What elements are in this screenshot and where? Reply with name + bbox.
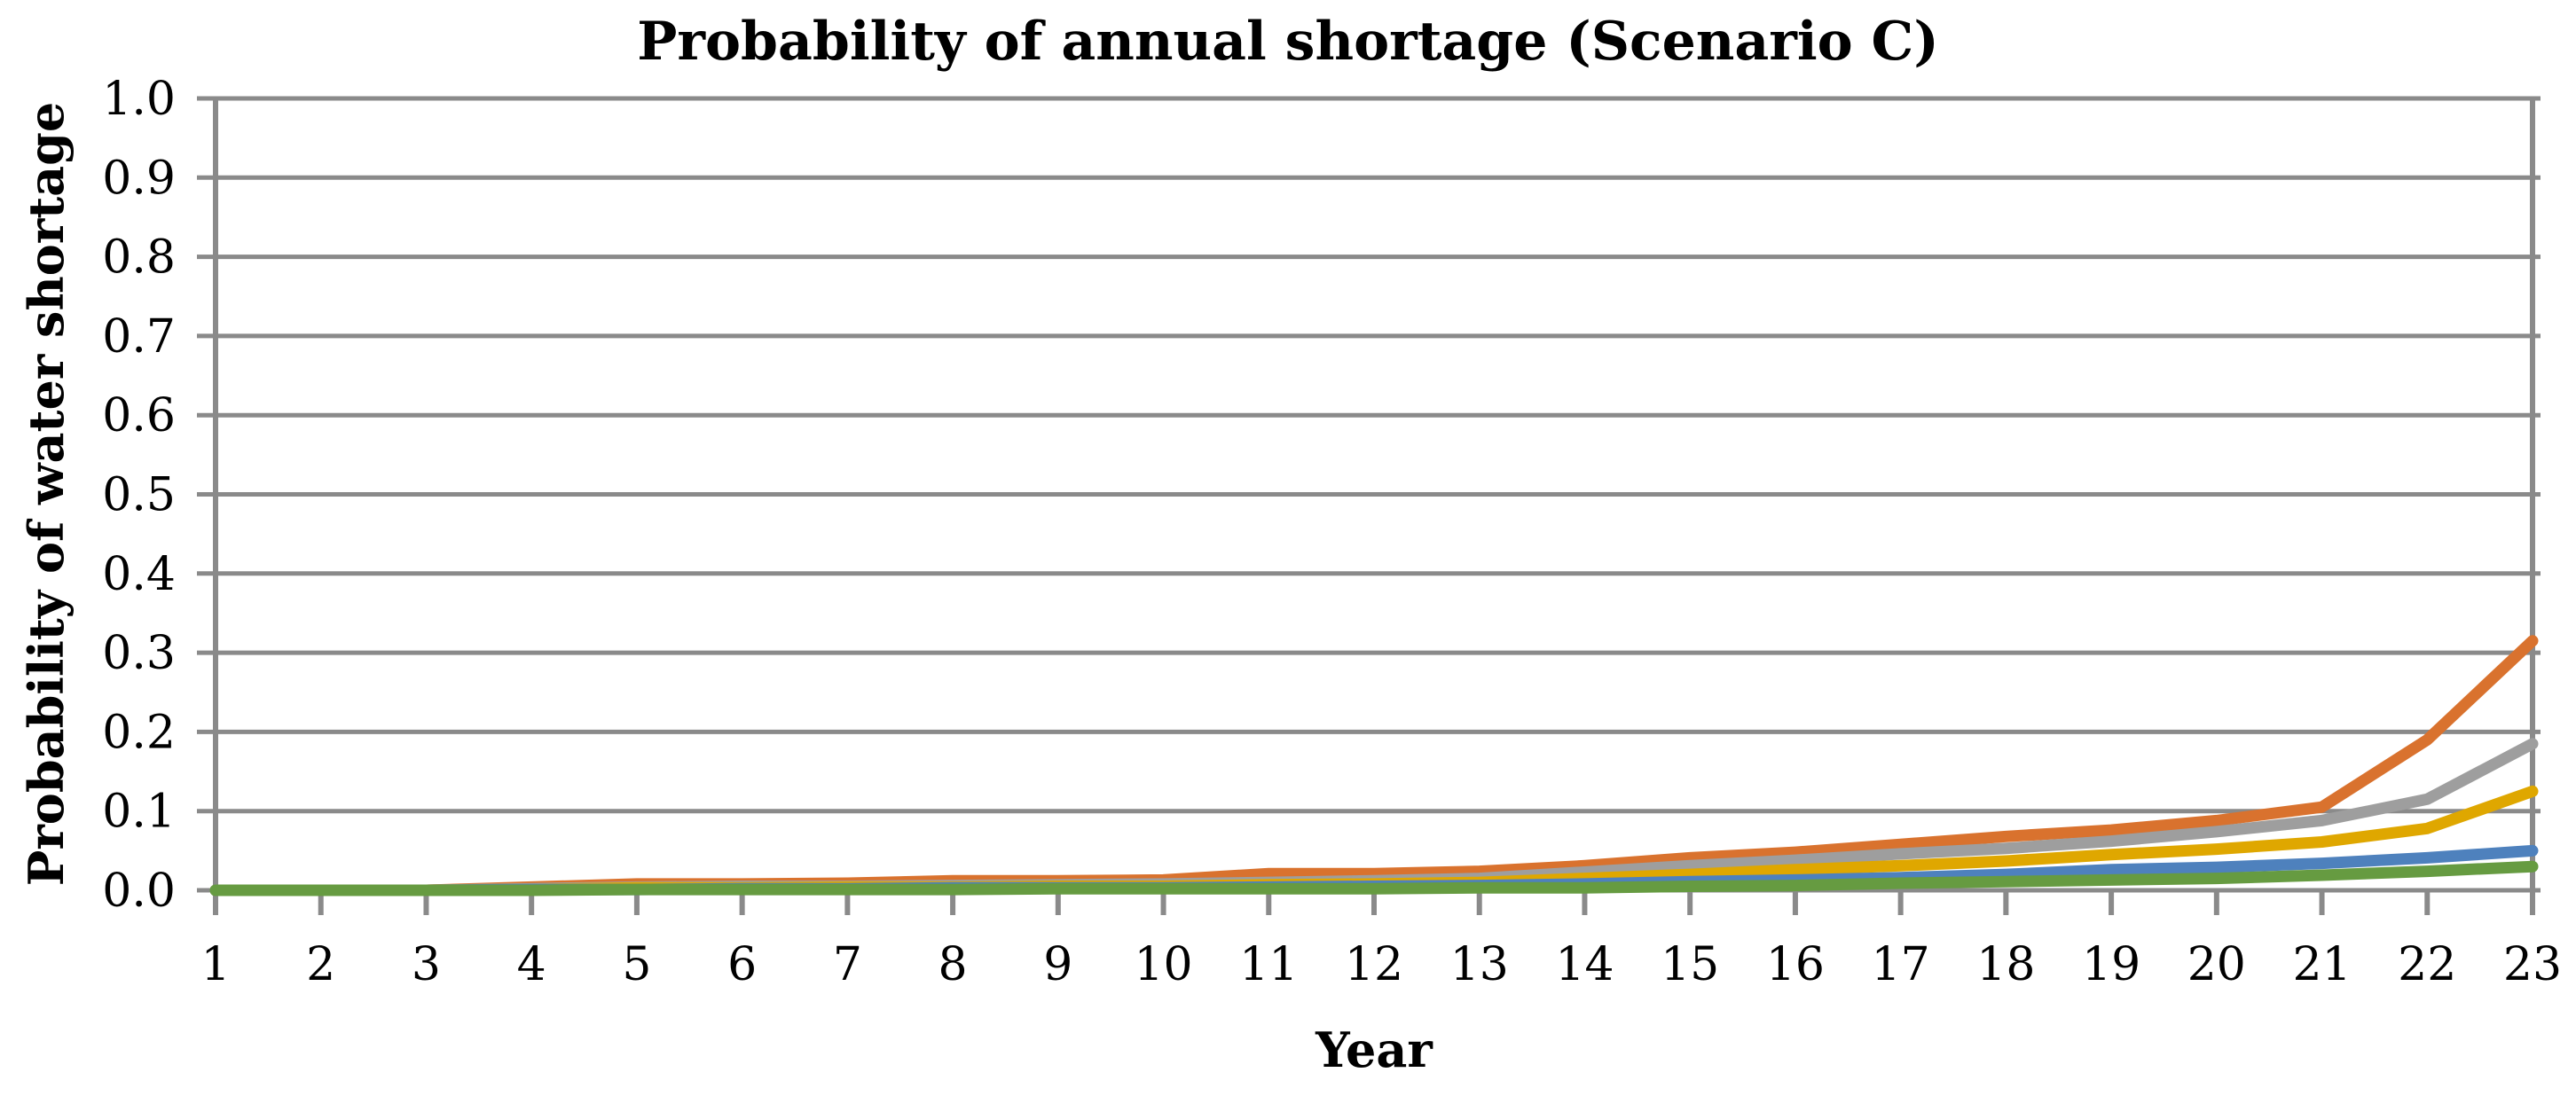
x-tick-label: 22 <box>2398 938 2456 991</box>
y-tick-label: 0.8 <box>102 231 176 285</box>
series-line-green <box>209 860 2539 896</box>
y-tick-label: 0.7 <box>102 310 176 364</box>
x-tick-label: 3 <box>412 938 441 991</box>
x-tick-label: 14 <box>1555 938 1614 991</box>
x-tick-label: 20 <box>2187 938 2246 991</box>
y-tick-label: 1.0 <box>102 73 176 126</box>
x-tick-label: 18 <box>1976 938 2035 991</box>
y-tick-label: 0.3 <box>102 627 176 680</box>
x-tick-label: 5 <box>622 938 651 991</box>
y-tick-label: 0.4 <box>102 548 176 601</box>
x-tick-label: 7 <box>833 938 862 991</box>
y-tick-label: 0.5 <box>102 469 176 522</box>
x-tick-label: 21 <box>2292 938 2351 991</box>
x-tick-label: 8 <box>939 938 968 991</box>
y-tick-label: 0.2 <box>102 706 176 759</box>
x-tick-label: 10 <box>1134 938 1192 991</box>
x-tick-label: 17 <box>1872 938 1930 991</box>
x-tick-label: 9 <box>1043 938 1072 991</box>
chart-title: Probability of annual shortage (Scenario… <box>637 11 1939 73</box>
y-tick-label: 0.6 <box>102 389 176 442</box>
x-tick-label: 12 <box>1345 938 1403 991</box>
x-tick-label: 4 <box>517 938 546 991</box>
x-tick-label: 15 <box>1661 938 1719 991</box>
x-tick-label: 19 <box>2082 938 2140 991</box>
x-tick-label: 11 <box>1239 938 1298 991</box>
x-tick-label: 2 <box>306 938 335 991</box>
x-tick-label: 6 <box>727 938 757 991</box>
x-axis-title: Year <box>1315 1022 1433 1078</box>
x-tick-label: 1 <box>200 938 230 991</box>
x-tick-label: 23 <box>2503 938 2562 991</box>
x-tick-label: 13 <box>1450 938 1509 991</box>
x-tick-label: 16 <box>1766 938 1825 991</box>
y-tick-label: 0.9 <box>102 152 176 205</box>
y-tick-label: 0.1 <box>102 786 176 839</box>
y-tick-label: 0.0 <box>102 865 176 918</box>
